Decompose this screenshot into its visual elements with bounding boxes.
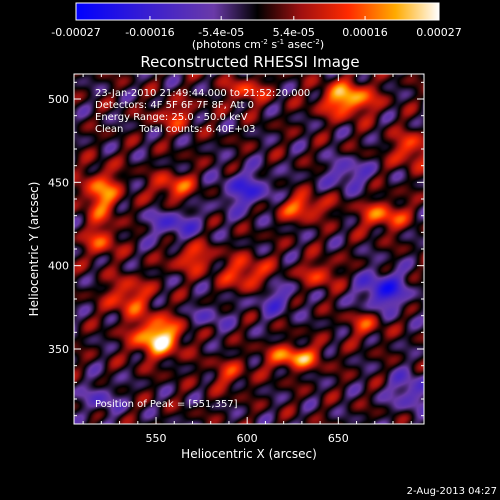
axis-ticks: 550 600 650 350 400 450 500 (48, 74, 424, 445)
x-axis-label: Heliocentric X (arcsec) (181, 447, 317, 461)
colorbar-tick-label: -0.00027 (51, 26, 100, 39)
colorbar-ticks: -0.00027 -0.00016 -5.4e-05 5.4e-05 0.00016 0.… (51, 16, 462, 39)
x-tick-label: 650 (328, 432, 349, 445)
colorbar (75, 2, 440, 21)
colorbar-tick-label: 0.00027 (416, 26, 462, 39)
chart-title: Reconstructed RHESSI Image (140, 53, 359, 71)
colorbar-unit-label: (photons cm-2 s-1 asec-2) (192, 38, 324, 51)
x-tick-label: 600 (237, 432, 258, 445)
colorbar-tick-label: 0.00016 (342, 26, 388, 39)
colorbar-tick-label: -0.00016 (125, 26, 174, 39)
detectors-text: Detectors: 4F 5F 6F 7F 8F, Att 0 (95, 100, 254, 111)
y-tick-label: 500 (48, 93, 69, 106)
y-tick-label: 400 (48, 260, 69, 273)
time-range-text: 23-Jan-2010 21:49:44.000 to 21:52:20.000 (95, 88, 310, 99)
y-tick-label: 350 (48, 343, 69, 356)
colorbar-tick-label: -5.4e-05 (198, 26, 244, 39)
image-area (74, 74, 424, 424)
colorbar-tick-label: 5.4e-05 (273, 26, 315, 39)
y-tick-label: 450 (48, 176, 69, 189)
counts-text: Clean Total counts: 6.40E+03 (95, 124, 255, 135)
x-tick-label: 550 (146, 432, 167, 445)
energy-range-text: Energy Range: 25.0 - 50.0 keV (95, 112, 248, 123)
peak-position-text: Position of Peak = [551,357] (95, 399, 238, 410)
footer-date: 2-Aug-2013 04:27 (407, 486, 497, 497)
y-axis-label: Heliocentric Y (arcsec) (27, 182, 41, 317)
